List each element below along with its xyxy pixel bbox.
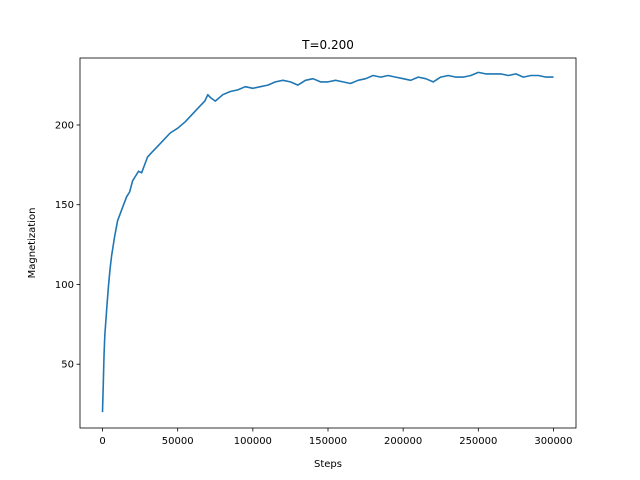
chart-title: T=0.200: [301, 38, 354, 52]
y-axis-label: Magnetization: [27, 208, 38, 279]
x-tick-label: 150000: [309, 436, 347, 447]
y-tick-label: 50: [61, 360, 74, 371]
x-tick-label: 0: [99, 436, 105, 447]
y-tick-label: 100: [55, 280, 74, 291]
x-tick-label: 300000: [534, 436, 572, 447]
plot-area: [101, 71, 554, 413]
y-axis: 50 100 150 200: [55, 120, 80, 371]
x-tick-label: 200000: [384, 436, 422, 447]
series-line-0: [101, 71, 554, 413]
x-tick-label: 100000: [234, 436, 272, 447]
x-axis-label: Steps: [314, 459, 342, 470]
plot-frame: [79, 57, 577, 429]
y-tick-label: 200: [55, 120, 74, 131]
y-tick-label: 150: [55, 200, 74, 211]
x-axis: 0 50000 100000 150000 200000 250000 300000: [99, 428, 573, 447]
x-tick-label: 250000: [459, 436, 497, 447]
x-tick-label: 50000: [162, 436, 194, 447]
